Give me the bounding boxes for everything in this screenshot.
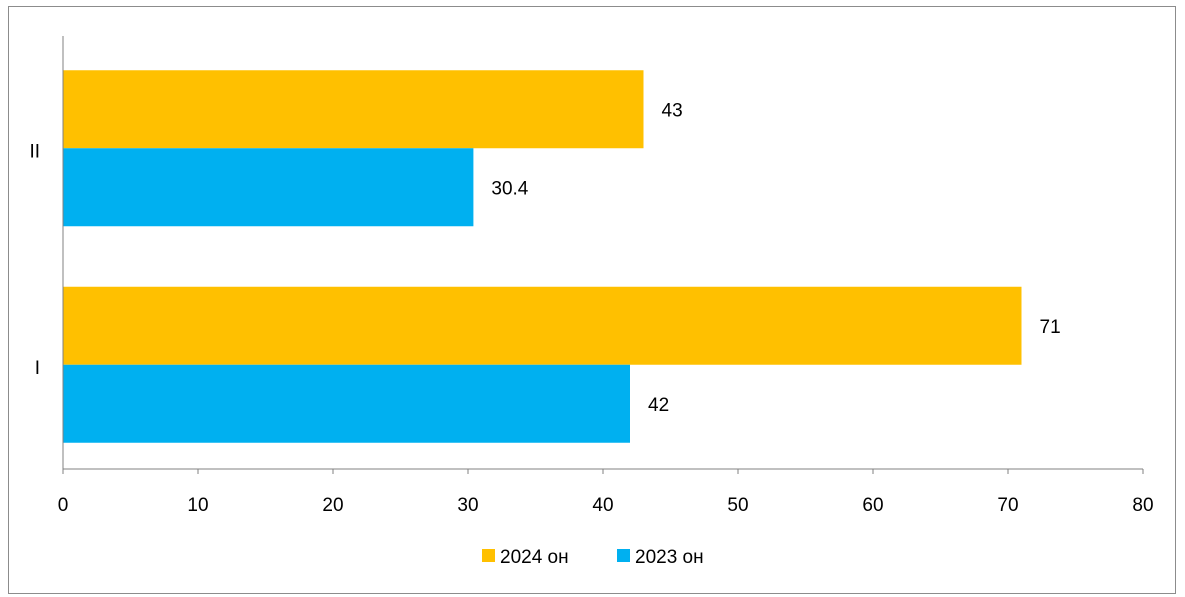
x-tick-label: 40	[592, 495, 613, 516]
bar-I-series-0	[63, 287, 1022, 365]
x-tick-label: 70	[997, 495, 1018, 516]
legend-label-series-0: 2024 он	[500, 547, 569, 568]
x-tick-label: 20	[322, 495, 343, 516]
x-tick-label: 50	[727, 495, 748, 516]
x-tick-label: 60	[862, 495, 883, 516]
x-tick-label: 10	[187, 495, 208, 516]
data-label-I-series-0: 71	[1040, 317, 1061, 338]
data-label-II-series-0: 43	[662, 100, 683, 121]
legend-swatch-series-0	[482, 549, 495, 562]
bar-I-series-1	[63, 365, 630, 443]
data-label-II-series-1: 30.4	[491, 178, 528, 199]
legend-label-series-1: 2023 он	[635, 547, 704, 568]
x-tick-label: 30	[457, 495, 478, 516]
x-tick-label: 80	[1132, 495, 1153, 516]
legend: 2024 он 2023 он	[482, 547, 704, 568]
legend-swatch-series-1	[617, 549, 630, 562]
category-label-I: I	[35, 358, 40, 379]
data-label-I-series-1: 42	[648, 395, 669, 416]
bars-layer	[63, 70, 1022, 443]
category-label-II: II	[29, 141, 40, 162]
x-tick-label: 0	[58, 495, 69, 516]
bar-II-series-1	[63, 148, 473, 226]
bar-II-series-0	[63, 70, 644, 148]
